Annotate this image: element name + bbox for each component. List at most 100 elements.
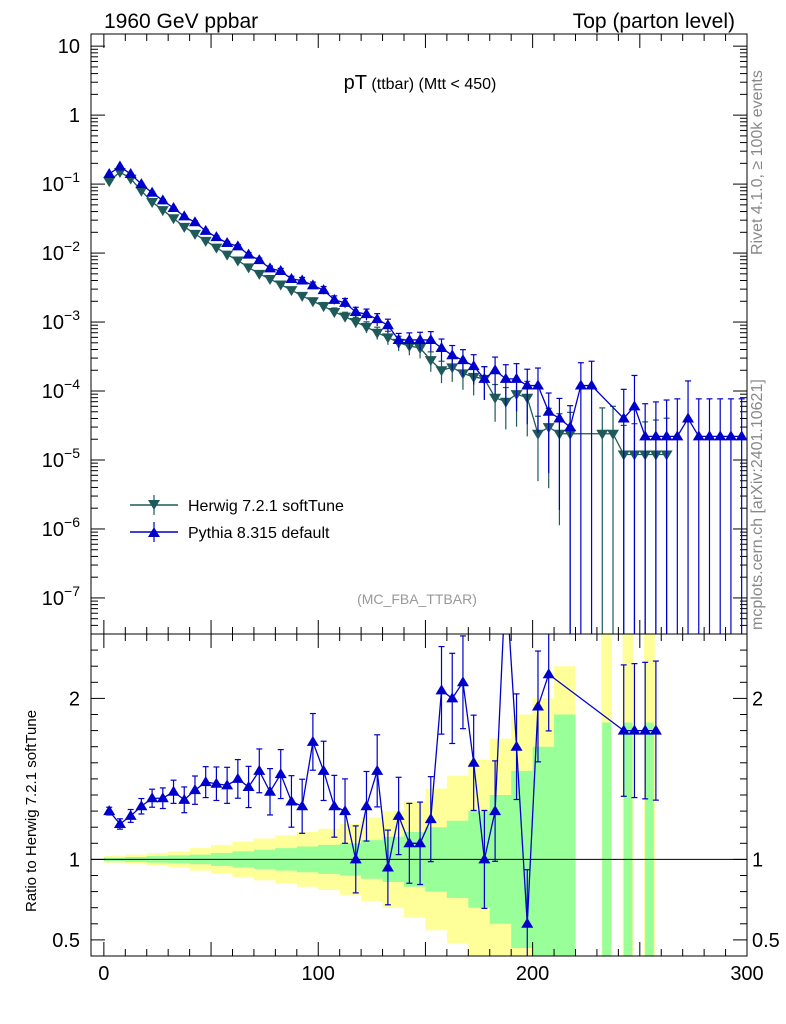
series-herwig-point [435,366,448,377]
series-pythia-point [103,168,116,179]
series-pythia-point [167,202,180,213]
series-herwig-point [360,322,373,333]
series-pythia [103,160,747,634]
series-pythia-point [703,430,716,441]
series-herwig-point [317,302,330,313]
ratio-point [478,853,491,864]
legend-pythia-label: Pythia 8.315 default [188,525,330,542]
ratio-x-tick-label: 0 [98,963,109,985]
series-pythia-point [178,210,191,221]
series-pythia-point [414,333,427,344]
series-pythia-point [682,412,695,423]
series-herwig-point [306,297,319,308]
analysis-watermark: (MC_FBA_TTBAR) [357,591,477,607]
ratio-point [296,800,309,811]
series-herwig-point [531,429,544,440]
series-pythia-point [553,412,566,423]
ratio-y-axis-label: Ratio to Herwig 7.2.1 softTune [23,710,40,912]
series-pythia-point [510,372,523,383]
series-pythia-point [199,224,212,235]
series-herwig-point [231,256,244,267]
series-pythia-point [264,262,277,273]
series-pythia-point [349,305,362,316]
main-y-tick-label-exponent: −1 [64,169,80,185]
legend-item-pythia: Pythia 8.315 default [130,522,330,542]
ratio-point [521,917,534,928]
series-pythia-point [146,186,159,197]
ratio-point [456,676,469,687]
main-y-tick-label-exponent: −7 [64,583,80,599]
series-pythia-point [231,240,244,251]
ratio-point [317,764,330,775]
main-y-tick-label: 10−2 [42,238,80,265]
series-herwig-point [607,429,620,440]
series-pythia-line [108,165,742,438]
ratio-point [178,793,191,804]
ratio-point [253,764,266,775]
main-y-tick-label: 10−1 [42,169,80,196]
ratio-y-tick-label-right: 1 [752,849,763,871]
series-pythia-point [714,430,727,441]
main-frame [90,33,748,635]
series-pythia-point [339,296,352,307]
series-pythia-point [724,430,737,441]
ratio-point [435,684,448,695]
legend-item-herwig: Herwig 7.2.1 softTune [130,495,344,515]
series-herwig-point [135,186,148,197]
series-pythia-point [617,412,630,423]
ratio-point [285,795,298,806]
series-herwig-point [596,429,609,440]
series-pythia-point [403,333,416,344]
ratio-point [146,792,159,803]
series-herwig-point [156,206,169,217]
main-y-tick-label: 10−3 [42,307,80,334]
series-pythia-point [692,430,705,441]
series-pythia-point [478,372,491,383]
ratio-y-tick-label: 0.5 [52,930,80,952]
series-pythia-point [328,293,341,304]
series-pythia-point [735,430,747,441]
ratio-point [231,772,244,783]
series-pythia-point [499,372,512,383]
series-pythia-point [531,379,544,390]
main-y-tick-label: 10−6 [42,514,80,541]
series-pythia-point [253,254,266,265]
series-herwig-point [178,222,191,233]
series-herwig-point [264,275,277,286]
ratio-point [135,800,148,811]
header-process: Top (parton level) [573,10,735,33]
band-inner [103,714,576,956]
ratio-y-ticks: 0.5 0.5 1 1 2 2 [52,633,780,957]
legend-herwig-label: Herwig 7.2.1 softTune [188,498,344,515]
series-pythia-point [392,333,405,344]
series-pythia-point [306,279,319,290]
series-herwig-point [339,312,352,323]
ratio-point [649,724,662,735]
main-y-tick-label: 10−4 [42,376,80,403]
ratio-point [103,805,116,816]
rivet-label: Rivet 4.1.0, ≥ 100k events [749,70,766,255]
series-pythia-point [649,430,662,441]
ratio-point [467,756,480,767]
series-herwig-point [285,286,298,297]
series-herwig-line [108,171,667,456]
series-herwig-point [199,236,212,247]
series-pythia-point [296,274,309,285]
main-y-tick-label: 1 [69,105,80,127]
legend-herwig-marker [148,500,160,510]
ratio-point [500,572,512,582]
main-y-tick-label-base: 10 [42,243,64,265]
series-herwig-point [349,318,362,329]
series-herwig-point [167,214,180,225]
series-pythia-point [542,405,555,416]
ratio-x-tick-label: 200 [516,963,549,985]
mcplots-label: mcplots.cern.ch [arXiv:2401.10621] [749,379,766,630]
ratio-point [349,853,362,864]
ratio-y-tick-label: 1 [69,849,80,871]
main-y-tick-label: 10−5 [42,445,80,472]
ratio-point [371,764,384,775]
series-pythia-point [381,319,394,330]
ratio-point [156,792,169,803]
